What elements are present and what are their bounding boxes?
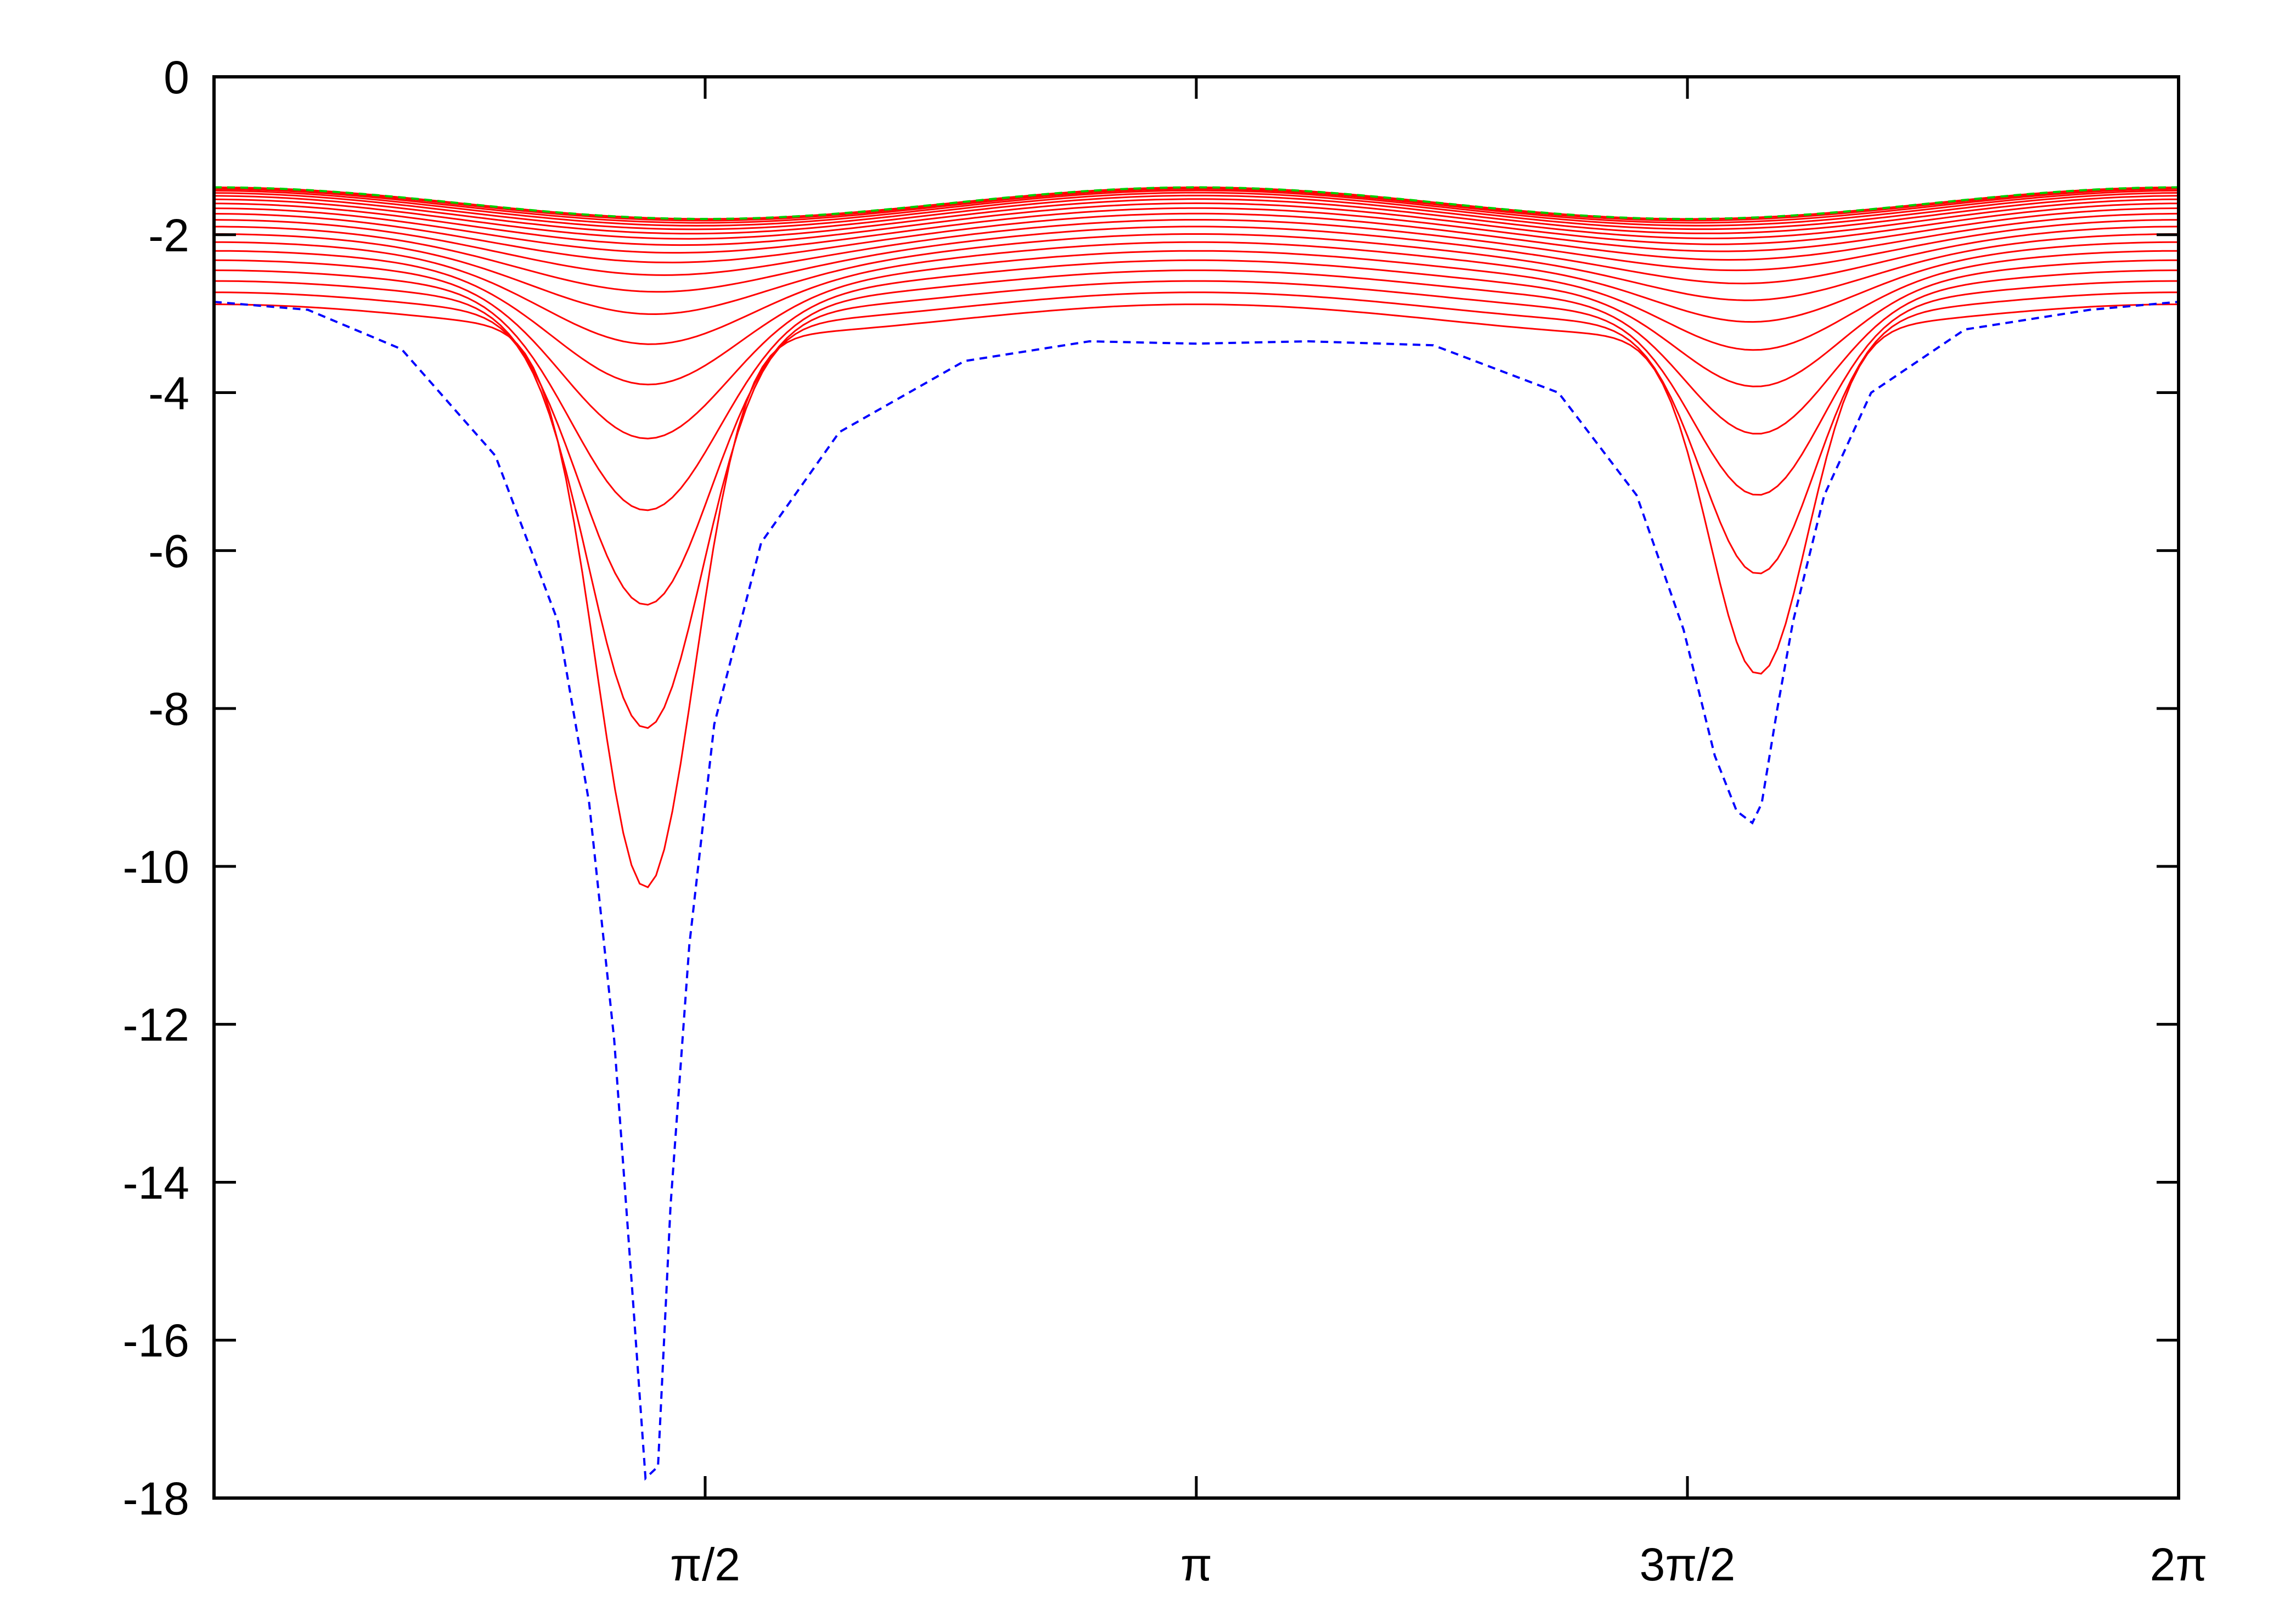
x-tick-label: 2π bbox=[2150, 1539, 2208, 1590]
lower-envelope-line bbox=[213, 301, 2179, 1481]
series-line-8 bbox=[213, 202, 2179, 246]
series-line-14 bbox=[213, 241, 2179, 345]
y-tick-label: -4 bbox=[148, 368, 189, 419]
series-line-15 bbox=[214, 250, 2179, 386]
axis-layer bbox=[212, 75, 2180, 1500]
series-line-9 bbox=[213, 207, 2179, 254]
tick-label-layer: π/2 π 3π/2 2π 0 -2 -4 -6 -8 -10 -12 -14 -16 -18 bbox=[123, 52, 2208, 1590]
series-line-4 bbox=[213, 189, 2179, 227]
x-tick-label: π bbox=[1180, 1539, 1212, 1590]
series-line-20 bbox=[214, 303, 2179, 888]
series-line-7 bbox=[213, 198, 2179, 240]
series-line-19 bbox=[213, 291, 2179, 729]
x-tick-label: π/2 bbox=[670, 1539, 740, 1590]
series-line-13 bbox=[214, 233, 2179, 316]
series-line-2 bbox=[213, 187, 2179, 222]
series-line-17 bbox=[214, 269, 2179, 511]
y-tick-label: -14 bbox=[123, 1157, 189, 1208]
y-tick-label: -2 bbox=[148, 210, 189, 261]
y-tick-label: -8 bbox=[148, 683, 189, 735]
y-tick-label: -10 bbox=[123, 841, 189, 893]
series-line-12 bbox=[214, 226, 2179, 293]
series-line-11 bbox=[213, 219, 2179, 276]
series-line-6 bbox=[213, 194, 2179, 235]
series-line-18 bbox=[214, 280, 2179, 606]
series-line-5 bbox=[213, 192, 2179, 230]
y-tick-label: -18 bbox=[123, 1473, 189, 1524]
y-tick-label: -16 bbox=[123, 1315, 189, 1366]
x-tick-label: 3π/2 bbox=[1640, 1539, 1736, 1590]
y-tick-label: -6 bbox=[148, 525, 189, 577]
series-line-16 bbox=[214, 259, 2179, 440]
series-line-3 bbox=[213, 188, 2179, 224]
y-tick-label: -12 bbox=[123, 999, 189, 1051]
y-tick-label: 0 bbox=[164, 52, 189, 103]
series-layer bbox=[213, 186, 2179, 1481]
series-line-10 bbox=[213, 212, 2179, 263]
